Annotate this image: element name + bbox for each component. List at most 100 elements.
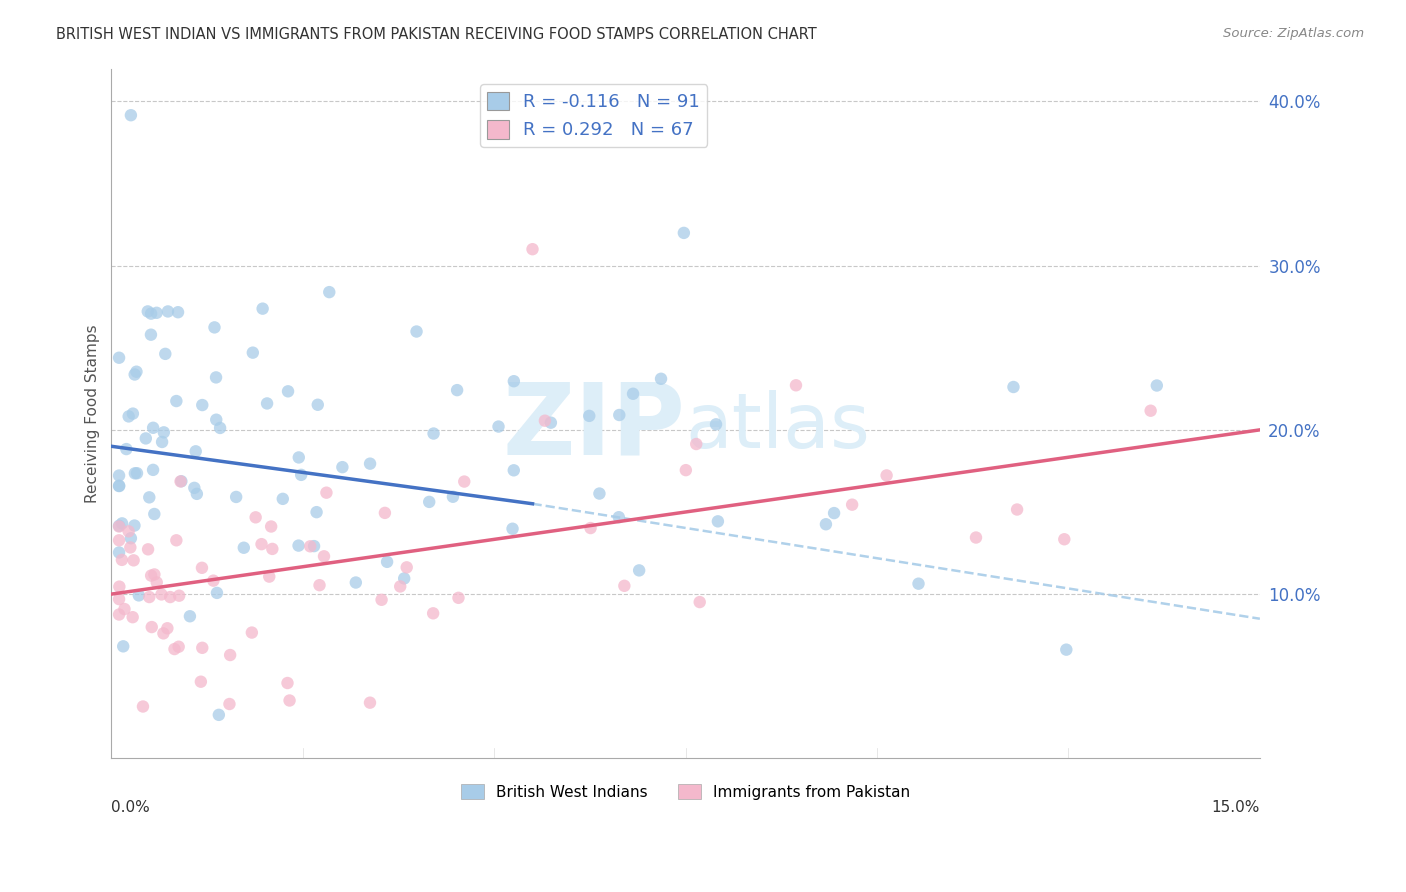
Point	[318, 285, 340, 299]
Point	[111, 553, 134, 567]
Point	[225, 490, 247, 504]
Point	[167, 640, 190, 654]
Point	[628, 563, 651, 577]
Point	[613, 579, 636, 593]
Point	[707, 514, 730, 528]
Point	[117, 524, 139, 539]
Point	[588, 486, 610, 500]
Point	[218, 697, 240, 711]
Point	[205, 586, 228, 600]
Point	[522, 242, 544, 256]
Point	[120, 541, 142, 555]
Point	[108, 351, 131, 365]
Point	[502, 463, 524, 477]
Point	[232, 541, 254, 555]
Point	[150, 434, 173, 449]
Point	[138, 491, 160, 505]
Point	[124, 518, 146, 533]
Point	[607, 510, 630, 524]
Point	[245, 510, 267, 524]
Point	[143, 507, 166, 521]
Point	[256, 396, 278, 410]
Point	[121, 610, 143, 624]
Point	[209, 421, 232, 435]
Point	[124, 467, 146, 481]
Point	[392, 571, 415, 585]
Point	[359, 696, 381, 710]
Point	[578, 409, 600, 423]
Point	[689, 595, 711, 609]
Point	[205, 413, 228, 427]
Point	[191, 640, 214, 655]
Legend: R = -0.116   N = 91, R = 0.292   N = 67: R = -0.116 N = 91, R = 0.292 N = 67	[479, 85, 707, 146]
Point	[287, 539, 309, 553]
Point	[534, 414, 557, 428]
Point	[262, 541, 284, 556]
Point	[965, 531, 987, 545]
Point	[208, 707, 231, 722]
Point	[389, 579, 412, 593]
Point	[488, 419, 510, 434]
Point	[111, 516, 134, 531]
Point	[219, 648, 242, 662]
Point	[204, 320, 226, 334]
Point	[308, 578, 330, 592]
Point	[271, 491, 294, 506]
Point	[108, 479, 131, 493]
Point	[108, 607, 131, 622]
Point	[155, 347, 177, 361]
Point	[128, 588, 150, 602]
Point	[191, 561, 214, 575]
Point	[114, 602, 136, 616]
Point	[259, 569, 281, 583]
Point	[108, 468, 131, 483]
Point	[135, 431, 157, 445]
Point	[132, 699, 155, 714]
Point	[277, 384, 299, 399]
Point	[447, 591, 470, 605]
Point	[169, 475, 191, 489]
Point	[307, 398, 329, 412]
Point	[141, 568, 163, 582]
Point	[165, 533, 187, 548]
Point	[118, 409, 141, 424]
Point	[143, 567, 166, 582]
Point	[288, 450, 311, 465]
Point	[1005, 502, 1028, 516]
Point	[190, 674, 212, 689]
Point	[1002, 380, 1025, 394]
Point	[621, 386, 644, 401]
Point	[704, 417, 727, 432]
Point	[156, 304, 179, 318]
Point	[112, 640, 135, 654]
Point	[907, 576, 929, 591]
Point	[305, 505, 328, 519]
Point	[374, 506, 396, 520]
Point	[145, 575, 167, 590]
Point	[395, 560, 418, 574]
Point	[141, 620, 163, 634]
Point	[332, 460, 354, 475]
Point	[446, 383, 468, 397]
Point	[250, 537, 273, 551]
Point	[108, 519, 131, 533]
Point	[136, 542, 159, 557]
Point	[302, 539, 325, 553]
Point	[344, 575, 367, 590]
Point	[260, 519, 283, 533]
Point	[125, 467, 148, 481]
Point	[315, 485, 337, 500]
Point	[675, 463, 697, 477]
Point	[607, 408, 630, 422]
Point	[122, 553, 145, 567]
Point	[422, 607, 444, 621]
Point	[785, 378, 807, 392]
Point	[1054, 642, 1077, 657]
Point	[108, 580, 131, 594]
Point	[152, 626, 174, 640]
Point	[120, 108, 142, 122]
Point	[502, 374, 524, 388]
Point	[1146, 378, 1168, 392]
Point	[191, 398, 214, 412]
Point	[125, 365, 148, 379]
